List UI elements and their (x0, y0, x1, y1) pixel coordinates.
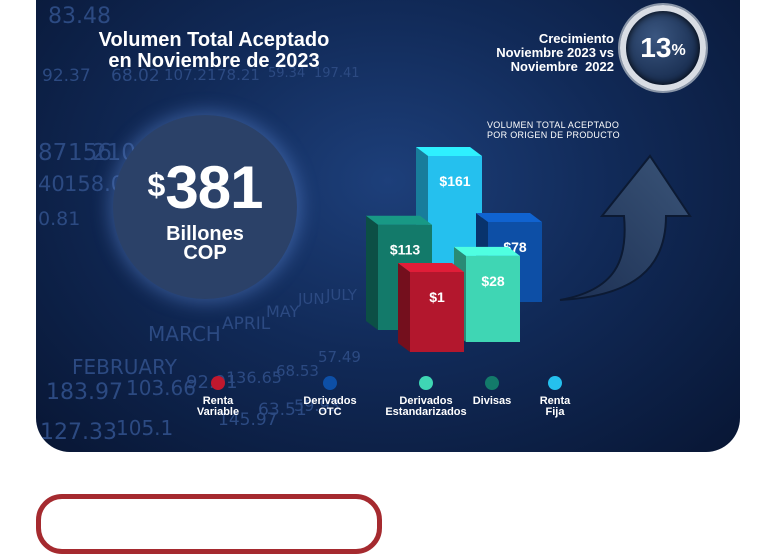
total-value: 381 (165, 154, 263, 221)
background-number: 63.51 (258, 400, 307, 420)
total-unit-line-2: COP (183, 242, 227, 264)
background-number: 59.93 (294, 396, 340, 415)
background-number: 107.21 (164, 66, 217, 84)
next-section-frame (36, 494, 382, 554)
background-number: FEBRUARY (72, 355, 177, 379)
legend-label: Divisas (472, 395, 512, 407)
background-number: 103.66 (126, 376, 196, 400)
growth-unit: % (671, 42, 686, 59)
background-number: 183.97 (46, 380, 123, 405)
legend-item: Renta Variable (186, 376, 250, 418)
legend-label: OTC (318, 406, 342, 418)
total-unit: Billones COP (113, 223, 297, 264)
legend-label: Fija (545, 406, 565, 418)
background-number: 197.41 (314, 66, 360, 81)
background-number: 0.81 (38, 208, 81, 230)
legend-label: Variable (196, 406, 240, 418)
growth-value: 13 (640, 32, 672, 63)
growth-label: Crecimiento Noviembre 2023 vs Noviembre … (496, 32, 614, 74)
background-number: 68.02 (111, 66, 160, 86)
background-number: 105.1 (116, 416, 174, 440)
growth-label-line-1: Crecimiento (538, 31, 614, 46)
chart-title-line-2: POR ORIGEN DE PRODUCTO (487, 130, 620, 140)
background-number: 57.49 (318, 348, 361, 366)
background-number: JULY (326, 286, 357, 304)
chart-title: VOLUMEN TOTAL ACEPTADO POR ORIGEN DE PRO… (487, 120, 620, 140)
bar-chart: $161$78$113$28$1 (366, 147, 692, 352)
legend-label: Renta (539, 395, 571, 407)
title-line-2: en Noviembre de 2023 (108, 50, 320, 72)
background-number: 136.65 (226, 368, 282, 387)
chart-legend: Renta Variable Derivados OTC Derivados Estand… (186, 376, 586, 426)
bar-renta-variable: $1 (398, 263, 464, 352)
legend-item: Derivados Estandarizados (378, 376, 474, 418)
background-number: 156 (68, 140, 112, 166)
legend-item: Divisas (466, 376, 518, 407)
total-unit-line-1: Billones (166, 223, 244, 245)
background-number: APRIL (222, 314, 271, 334)
legend-item: Renta Fija (532, 376, 578, 418)
total-currency: $ (147, 167, 166, 203)
background-number: MAY (266, 302, 300, 321)
legend-label: Derivados (303, 395, 357, 407)
legend-dot-icon (323, 376, 337, 390)
total-volume-circle: $381 Billones COP (113, 115, 297, 299)
growth-arrow-icon (559, 154, 692, 301)
background-number: JUN (298, 290, 325, 308)
bar-value-label: $1 (429, 289, 445, 305)
background-number: 145.97 (218, 410, 278, 430)
growth-label-line-2: Noviembre 2023 vs (496, 45, 614, 60)
legend-item: Derivados OTC (298, 376, 362, 418)
growth-label-line-3: Noviembre 2022 (510, 59, 614, 74)
legend-dot-icon (419, 376, 433, 390)
bar-value-label: $113 (390, 242, 421, 258)
growth-badge: 13% (620, 5, 706, 91)
background-number: 68.53 (276, 362, 319, 380)
legend-label: Derivados (399, 395, 453, 407)
infographic-panel: 83.48 92.37 68.02 107.21 78.21 59.34 197.41 87 1… (36, 0, 740, 452)
legend-label: Estandarizados (385, 406, 467, 418)
legend-dot-icon (211, 376, 225, 390)
background-number: 78.21 (217, 66, 260, 84)
background-number: 40 (38, 172, 65, 196)
total-amount: $381 (113, 153, 297, 222)
background-number: 87 (38, 140, 68, 166)
title-line-1: Volumen Total Aceptado (98, 29, 330, 51)
background-number: 92.37 (42, 66, 91, 86)
bar-value-label: $28 (481, 273, 505, 289)
page-title: Volumen Total Aceptado en Noviembre de 2… (84, 30, 344, 72)
background-number: 127.33 (40, 420, 117, 445)
background-number: 59.34 (268, 66, 306, 81)
legend-label: Renta (202, 395, 234, 407)
chart-title-line-1: VOLUMEN TOTAL ACEPTADO (487, 120, 620, 130)
legend-dot-icon (548, 376, 562, 390)
background-number: MARCH (148, 322, 221, 346)
legend-dot-icon (485, 376, 499, 390)
background-number: 83.48 (48, 4, 111, 29)
bar-value-label: $161 (439, 173, 470, 189)
